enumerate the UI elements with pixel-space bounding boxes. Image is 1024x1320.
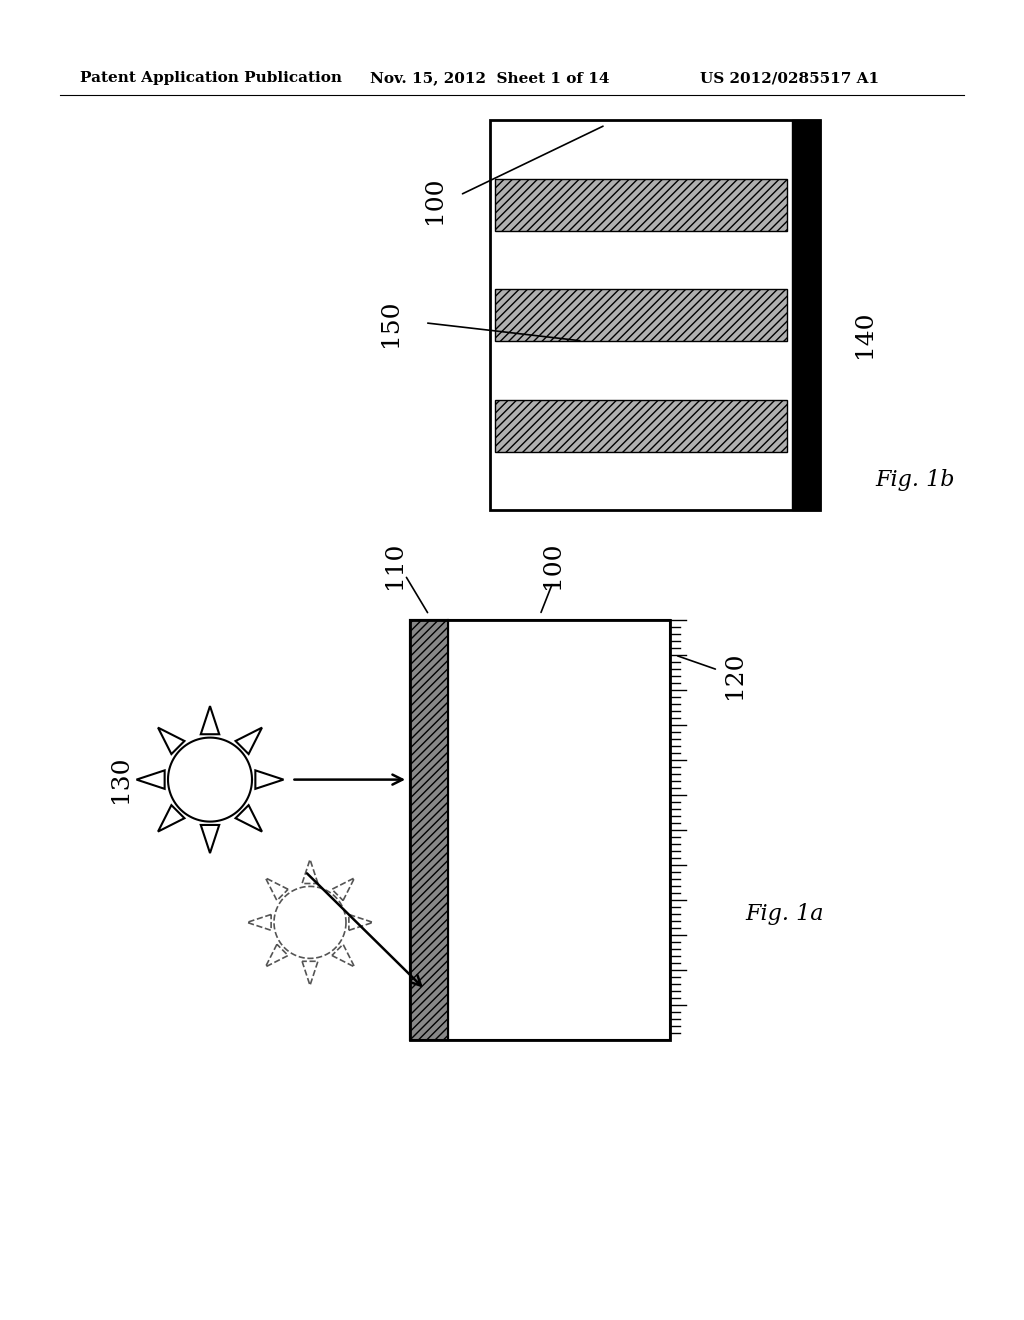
Polygon shape — [349, 915, 373, 931]
Polygon shape — [255, 771, 284, 789]
Polygon shape — [302, 859, 317, 883]
Text: 100: 100 — [424, 177, 446, 224]
Bar — [490, 120, 820, 510]
Text: 100: 100 — [542, 541, 564, 589]
Text: Nov. 15, 2012  Sheet 1 of 14: Nov. 15, 2012 Sheet 1 of 14 — [370, 71, 609, 84]
Bar — [410, 620, 449, 1040]
Polygon shape — [201, 706, 219, 734]
Text: Fig. 1b: Fig. 1b — [874, 469, 954, 491]
Bar — [410, 620, 670, 1040]
Text: 140: 140 — [853, 310, 877, 358]
Bar — [792, 120, 820, 510]
Bar — [449, 620, 670, 1040]
Bar — [495, 289, 787, 341]
Bar — [495, 400, 787, 451]
Polygon shape — [201, 825, 219, 853]
Text: 150: 150 — [379, 300, 401, 347]
Text: Fig. 1a: Fig. 1a — [745, 903, 823, 925]
Polygon shape — [302, 961, 317, 986]
Text: 120: 120 — [724, 651, 746, 698]
Text: 130: 130 — [109, 756, 131, 804]
Polygon shape — [158, 805, 184, 832]
Polygon shape — [236, 727, 262, 754]
Polygon shape — [265, 878, 288, 900]
Polygon shape — [265, 944, 288, 968]
Polygon shape — [236, 805, 262, 832]
Bar — [495, 178, 787, 231]
Polygon shape — [332, 944, 354, 968]
Bar — [449, 620, 670, 1040]
Polygon shape — [332, 878, 354, 900]
Text: Patent Application Publication: Patent Application Publication — [80, 71, 342, 84]
Polygon shape — [136, 771, 165, 789]
Bar — [410, 620, 449, 1040]
Text: 110: 110 — [384, 541, 407, 589]
Text: US 2012/0285517 A1: US 2012/0285517 A1 — [700, 71, 880, 84]
Polygon shape — [247, 915, 271, 931]
Polygon shape — [158, 727, 184, 754]
